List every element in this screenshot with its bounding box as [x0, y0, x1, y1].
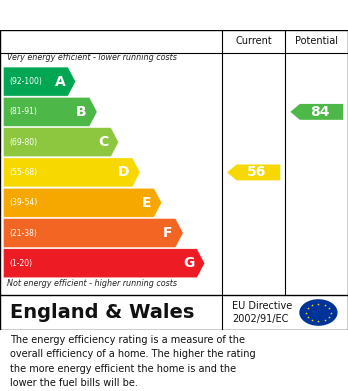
Text: EU Directive
2002/91/EC: EU Directive 2002/91/EC [232, 301, 293, 324]
Polygon shape [3, 249, 205, 278]
Text: (39-54): (39-54) [10, 198, 38, 207]
Text: F: F [163, 226, 173, 240]
Text: (92-100): (92-100) [10, 77, 42, 86]
Text: 56: 56 [247, 165, 266, 179]
Text: E: E [142, 196, 151, 210]
Polygon shape [3, 128, 119, 157]
Text: Not energy efficient - higher running costs: Not energy efficient - higher running co… [7, 278, 177, 287]
Polygon shape [227, 165, 280, 180]
Polygon shape [3, 97, 97, 126]
Polygon shape [3, 219, 183, 248]
Text: Energy Efficiency Rating: Energy Efficiency Rating [10, 7, 232, 23]
Text: Very energy efficient - lower running costs: Very energy efficient - lower running co… [7, 53, 177, 62]
Text: G: G [183, 256, 194, 270]
Text: A: A [55, 75, 65, 89]
Text: (81-91): (81-91) [10, 108, 38, 117]
Text: Potential: Potential [295, 36, 338, 46]
Text: (1-20): (1-20) [10, 259, 33, 268]
Polygon shape [3, 158, 140, 187]
Polygon shape [290, 104, 343, 120]
Text: D: D [118, 165, 130, 179]
Text: The energy efficiency rating is a measure of the
overall efficiency of a home. T: The energy efficiency rating is a measur… [10, 335, 256, 388]
Text: (69-80): (69-80) [10, 138, 38, 147]
Polygon shape [3, 188, 162, 217]
Text: England & Wales: England & Wales [10, 303, 195, 322]
Text: 84: 84 [310, 105, 329, 119]
Polygon shape [3, 67, 76, 96]
Ellipse shape [299, 299, 338, 326]
Text: Current: Current [235, 36, 272, 46]
Text: (21-38): (21-38) [10, 228, 38, 237]
Text: B: B [76, 105, 87, 119]
Text: C: C [98, 135, 108, 149]
Text: (55-68): (55-68) [10, 168, 38, 177]
